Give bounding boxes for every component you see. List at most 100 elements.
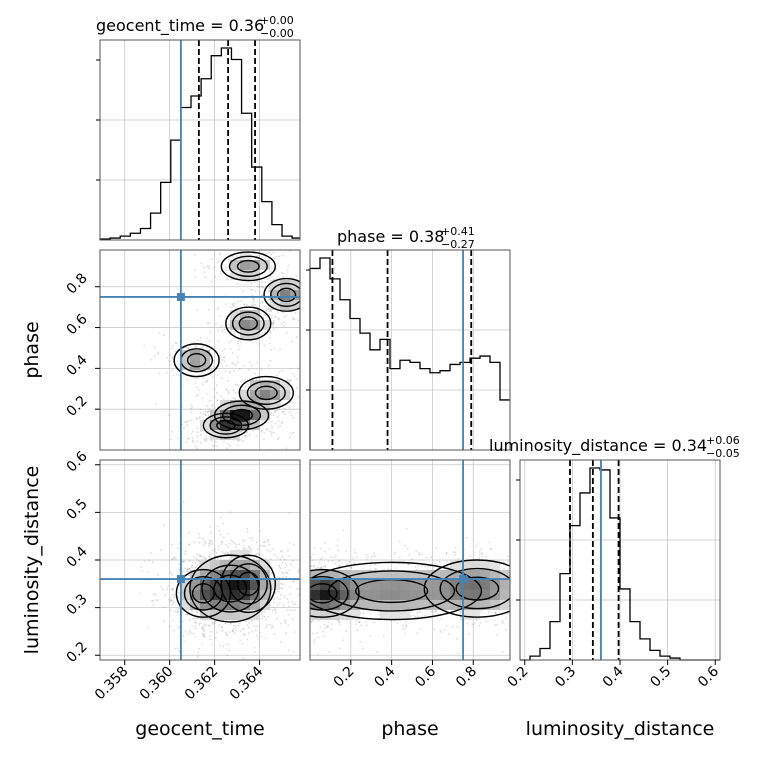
- sample-point: [220, 272, 222, 275]
- sample-point: [246, 638, 249, 641]
- sample-point: [215, 631, 218, 634]
- sample-point: [272, 323, 274, 325]
- sample-point: [192, 440, 195, 443]
- density-bin: [240, 570, 250, 580]
- sample-point: [367, 556, 369, 558]
- density-bin: [200, 600, 210, 610]
- sample-point: [176, 611, 179, 613]
- sample-point: [269, 550, 272, 553]
- sample-point: [203, 540, 206, 543]
- title-plus: +0.06: [706, 434, 740, 447]
- sample-point: [187, 346, 190, 349]
- sample-point: [191, 610, 194, 612]
- sample-point: [182, 634, 185, 637]
- xlabel-luminosity_distance: luminosity_distance: [526, 718, 715, 740]
- sample-point: [328, 651, 331, 653]
- sample-point: [207, 410, 210, 413]
- sample-point: [288, 406, 291, 409]
- sample-point: [358, 621, 361, 624]
- sample-point: [228, 444, 231, 447]
- sample-point: [281, 421, 283, 424]
- sample-point: [265, 428, 268, 430]
- sample-point: [275, 611, 277, 614]
- sample-point: [225, 633, 228, 636]
- sample-point: [362, 612, 364, 614]
- sample-point: [369, 564, 372, 567]
- sample-point: [251, 289, 254, 291]
- sample-point: [208, 265, 210, 268]
- sample-point: [365, 558, 368, 561]
- sample-point: [360, 624, 362, 627]
- sample-point: [275, 617, 278, 620]
- sample-point: [260, 635, 263, 638]
- sample-point: [190, 404, 193, 407]
- sample-point: [210, 439, 213, 442]
- sample-point: [190, 632, 193, 634]
- sample-point: [474, 545, 477, 547]
- sample-point: [293, 543, 295, 546]
- density-bin: [450, 570, 460, 580]
- sample-point: [252, 304, 255, 306]
- sample-point: [260, 285, 263, 288]
- sample-point: [206, 379, 209, 382]
- sample-point: [232, 389, 235, 392]
- sample-point: [348, 561, 350, 563]
- sample-point: [204, 542, 207, 545]
- sample-point: [177, 571, 180, 574]
- sample-point: [297, 395, 300, 398]
- sample-point: [271, 421, 273, 423]
- sample-point: [481, 555, 484, 558]
- sample-point: [171, 588, 174, 591]
- density-bin: [330, 600, 340, 610]
- sample-point: [219, 516, 222, 519]
- contour-line: [270, 282, 300, 308]
- sample-point: [228, 327, 230, 330]
- density-bin: [220, 600, 230, 610]
- sample-point: [453, 551, 456, 554]
- sample-point: [243, 364, 246, 367]
- sample-point: [246, 304, 248, 306]
- density-bin: [450, 560, 460, 570]
- sample-point: [285, 575, 288, 578]
- sample-point: [331, 623, 333, 625]
- sample-point: [184, 631, 187, 633]
- sample-point: [200, 622, 202, 625]
- sample-point: [263, 541, 265, 544]
- sample-point: [275, 268, 278, 271]
- sample-point: [287, 649, 290, 652]
- sample-point: [291, 581, 294, 583]
- sample-point: [147, 570, 149, 573]
- sample-point: [256, 361, 259, 364]
- sample-point: [194, 625, 197, 627]
- sample-point: [256, 548, 259, 551]
- sample-point: [272, 327, 275, 330]
- title-minus: −0.00: [260, 27, 294, 40]
- sample-point: [264, 618, 267, 621]
- sample-point: [167, 585, 169, 588]
- sample-point: [402, 624, 404, 627]
- sample-point: [260, 368, 263, 371]
- sample-point: [282, 411, 285, 413]
- density-bin: [230, 570, 240, 580]
- sample-point: [200, 430, 202, 432]
- sample-point: [182, 560, 185, 563]
- sample-point: [445, 553, 448, 555]
- sample-point: [282, 311, 285, 314]
- sample-point: [211, 445, 214, 447]
- sample-point: [345, 550, 348, 553]
- sample-point: [433, 628, 436, 631]
- sample-point: [507, 555, 509, 558]
- sample-point: [143, 344, 146, 347]
- sample-point: [284, 562, 287, 565]
- sample-point: [374, 563, 377, 566]
- sample-point: [371, 555, 373, 558]
- sample-point: [323, 542, 326, 545]
- sample-point: [374, 568, 376, 570]
- sample-point: [254, 258, 257, 261]
- sample-point: [278, 370, 281, 373]
- sample-point: [163, 620, 166, 623]
- sample-point: [487, 611, 490, 613]
- sample-point: [478, 557, 481, 559]
- sample-point: [249, 545, 251, 548]
- sample-point: [183, 640, 186, 643]
